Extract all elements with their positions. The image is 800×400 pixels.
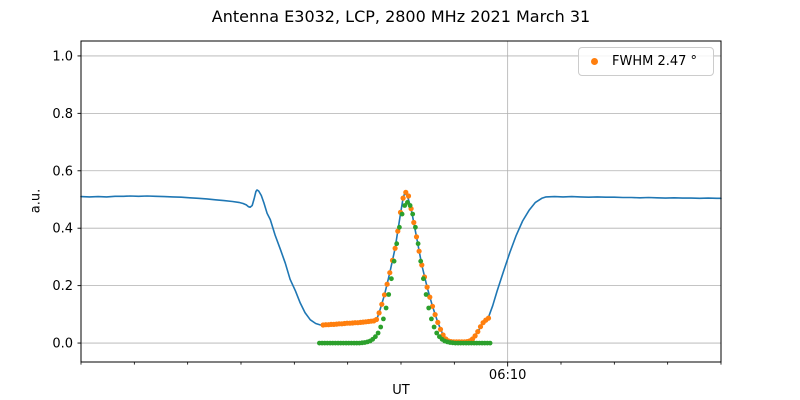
axes-frame: [80, 40, 722, 363]
series-gaussian-fit-point: [399, 211, 405, 217]
legend-box: FWHM 2.47 °: [578, 47, 714, 76]
x-axis-label: UT: [392, 383, 410, 398]
series-scan-point: [379, 301, 385, 307]
series-scan-point: [440, 332, 446, 338]
y-tick-label: 0.2: [52, 279, 73, 294]
series-scan-point: [485, 315, 492, 321]
y-tick-label: 1.0: [52, 49, 73, 64]
series-scan-point: [395, 228, 401, 234]
series-scan-point: [403, 189, 409, 195]
series-gaussian-fit-point: [421, 276, 426, 282]
series-scan-point: [437, 326, 444, 332]
series-gaussian-fit-point: [426, 305, 432, 311]
series-gaussian-fit-point: [378, 324, 384, 330]
series-gaussian-fit-point: [487, 340, 493, 346]
series-gaussian-fit-point: [383, 305, 389, 311]
series-gaussian-fit-point: [397, 224, 402, 230]
series-scan-point: [384, 281, 390, 287]
series-gaussian-fit-point: [429, 316, 434, 322]
y-tick-label: 0.4: [52, 222, 73, 237]
plot-title: Antenna E3032, LCP, 2800 MHz 2021 March …: [211, 7, 591, 26]
series-scan-point: [429, 303, 436, 309]
series-scan-point: [475, 329, 481, 335]
series-gaussian-fit-point: [410, 211, 416, 217]
series-gaussian-fit-point: [402, 203, 408, 208]
series-gaussian-fit-point: [434, 330, 440, 336]
series-scan-point: [472, 333, 478, 339]
series-scan-point: [419, 262, 425, 268]
series-scan-point: [416, 248, 422, 254]
series-gaussian-fit-point: [407, 203, 413, 208]
series-scan-point: [392, 245, 398, 251]
x-tick-label: 06:10: [489, 368, 526, 383]
series-scan-point: [435, 319, 441, 325]
series-scan-point: [432, 312, 438, 318]
y-tick-label: 0.6: [52, 164, 73, 179]
series-gaussian-fit-point: [394, 241, 400, 247]
legend-label: FWHM 2.47 °: [612, 54, 698, 69]
y-tick-label: 0.0: [52, 337, 73, 352]
series-scan-point: [381, 292, 388, 298]
series-scan-point: [477, 324, 484, 330]
series-gaussian-fit-point: [423, 292, 429, 297]
series-gaussian-fit-point: [386, 292, 392, 297]
series-gaussian-fit-point: [389, 276, 394, 282]
series-gaussian-fit-point: [415, 241, 421, 247]
series-gaussian-fit-point: [381, 316, 386, 322]
series-gaussian-fit-point: [405, 200, 410, 205]
y-tick-label: 0.8: [52, 107, 73, 122]
legend-marker-dot: [591, 58, 598, 65]
series-gaussian-fit-point: [431, 324, 437, 330]
series-gaussian-fit-point: [375, 330, 381, 336]
series-scan-point: [411, 219, 417, 226]
series-scan-point: [373, 316, 380, 323]
series-gaussian-fit-point: [413, 224, 418, 230]
series-scan-point: [376, 310, 382, 316]
series-scan-point: [413, 234, 420, 240]
series-scan-point: [427, 294, 433, 300]
series-gaussian-fit-point: [373, 334, 378, 340]
series-scan-point: [387, 270, 393, 276]
series-scan-point: [424, 284, 430, 290]
series-scan-point: [405, 193, 412, 199]
series-gaussian-fit-point: [418, 258, 424, 264]
y-axis-label: a.u.: [28, 188, 44, 214]
series-scan-point: [400, 195, 406, 201]
series-gaussian-fit-point: [391, 258, 397, 264]
